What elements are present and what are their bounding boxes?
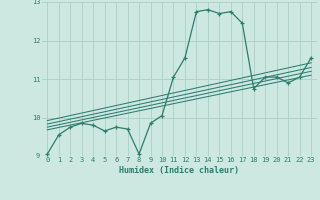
X-axis label: Humidex (Indice chaleur): Humidex (Indice chaleur) (119, 166, 239, 175)
